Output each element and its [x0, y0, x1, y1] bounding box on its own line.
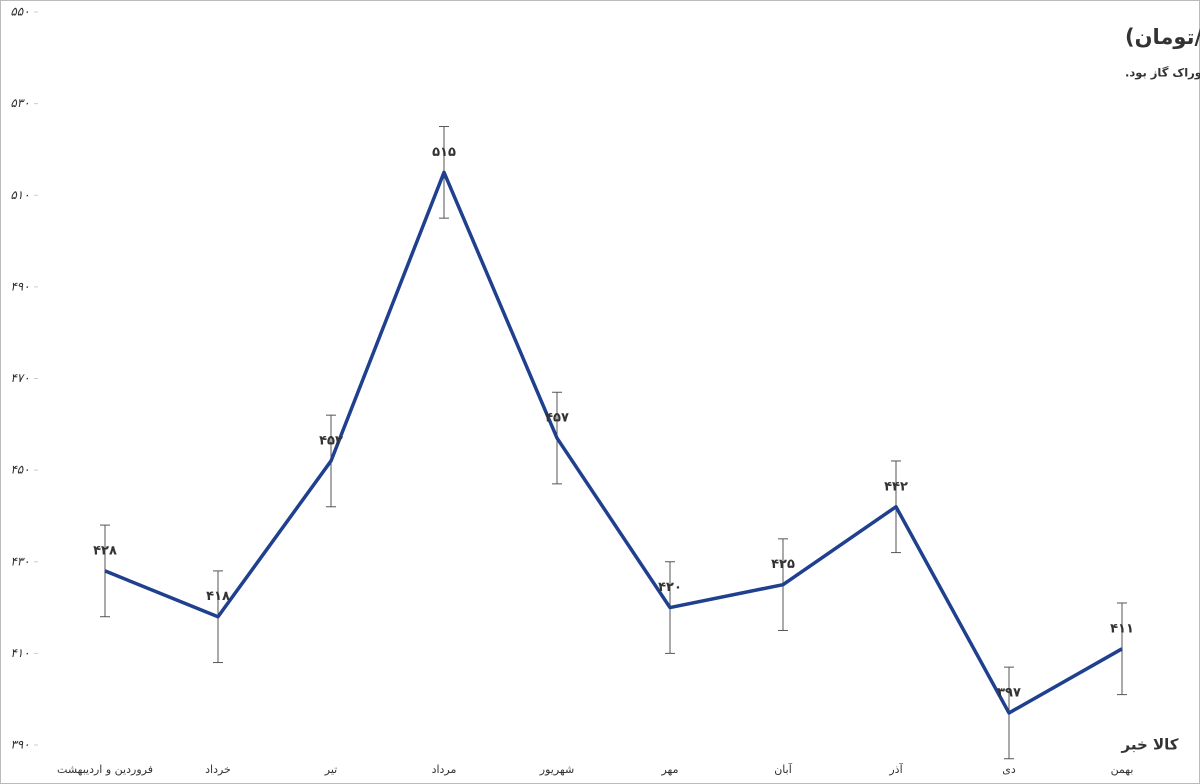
y-tick-label: ۴۵۰ [10, 463, 29, 477]
y-tick-label: ۵۵۰ [10, 5, 29, 19]
data-label: ۴۵۷ [545, 411, 569, 426]
data-label: ۴۱۸ [206, 589, 230, 604]
line [104, 170, 1123, 715]
x-tick-label: خرداد [205, 763, 231, 776]
chart-title: تغییرات متوسط قیمت سیمان تیپ ۲ از ابتدای… [1125, 25, 1200, 49]
x-tick-label: بهمن [1111, 763, 1134, 776]
x-tick-label: دی [1002, 763, 1016, 776]
logo: کالا خبر [1120, 736, 1178, 754]
x-tick-label: شهریور [539, 763, 574, 776]
y-tick-label: ۴۳۰ [10, 554, 29, 568]
y-tick-label: ۴۱۰ [10, 646, 29, 660]
x-tick-label: آبان [774, 762, 792, 776]
data-label: ۴۲۸ [93, 543, 117, 558]
data-label: ۵۱۵ [432, 145, 456, 160]
y-tick-label: ۳۹۰ [10, 738, 29, 752]
y-tick-label: ۴۷۰ [10, 371, 29, 385]
y-tick-label: ۵۳۰ [10, 96, 29, 110]
y-tick-label: ۴۹۰ [10, 279, 29, 293]
x-tick-label: مرداد [432, 763, 457, 776]
chart-subtitle: * دلیل اوج گیری قیمت سیمان در دو ماه مرد… [1125, 66, 1200, 81]
data-label: ۴۵۲ [319, 433, 343, 448]
x-tick-label: آذر [888, 762, 903, 776]
x-tick-label: مهر [660, 763, 678, 776]
data-label: ۳۹۷ [997, 685, 1021, 700]
x-tick-label: فروردین و اردیبهشت [57, 763, 153, 776]
data-label: ۴۲۰ [658, 580, 682, 595]
data-label: ۴۴۲ [884, 479, 908, 494]
y-tick-label: ۵۱۰ [10, 188, 29, 202]
x-tick-label: تیر [324, 763, 337, 776]
data-label: ۴۲۵ [771, 557, 795, 572]
data-label: ۴۱۱ [1110, 621, 1134, 636]
